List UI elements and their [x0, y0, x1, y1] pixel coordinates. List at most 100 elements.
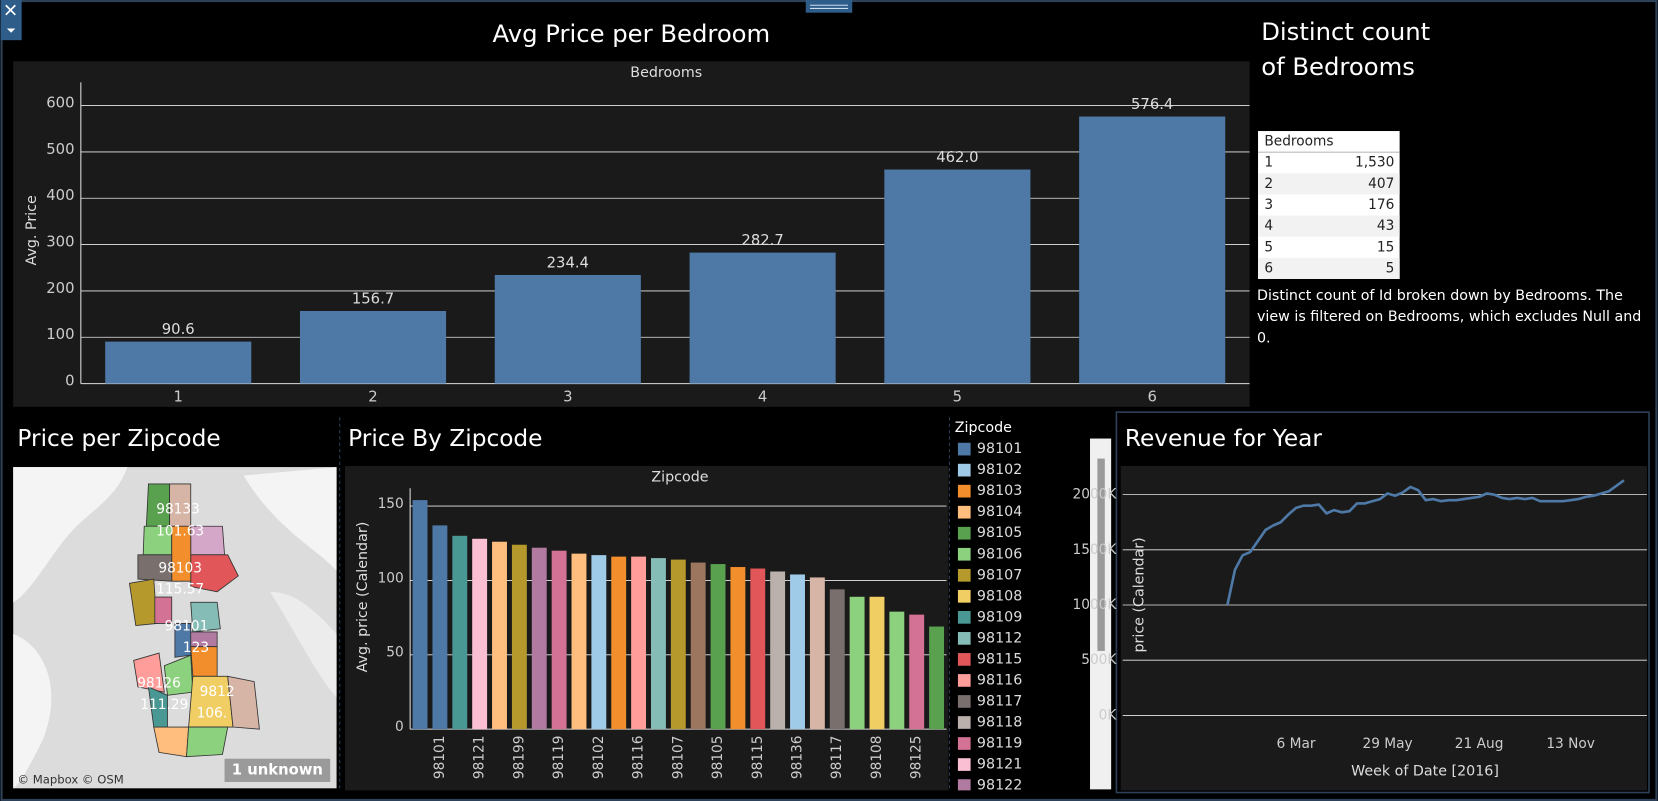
value-label: 234.4 — [547, 254, 589, 271]
value-label: 576.4 — [1131, 96, 1173, 113]
legend-label: 98109 — [977, 609, 1022, 625]
x-tick-label: 6 — [1147, 388, 1156, 405]
map-label: 115.57 — [156, 582, 204, 598]
bar — [809, 577, 825, 730]
x-tick-label: 2 — [368, 388, 377, 405]
bar — [929, 626, 945, 730]
y-tick-label: 600 — [46, 94, 74, 111]
map-label: 9812 — [200, 684, 235, 700]
legend-swatch — [957, 568, 971, 582]
legend-swatch — [957, 589, 971, 603]
y-tick-label: 500K — [1081, 652, 1117, 668]
scrollbar-thumb[interactable] — [1097, 458, 1105, 651]
bar — [432, 525, 448, 730]
map-label: 98126 — [137, 676, 181, 692]
y-axis-title: Avg. Price — [24, 195, 40, 265]
attribution: © Mapbox © OSM — [17, 772, 123, 786]
legend-label: 98119 — [977, 736, 1022, 752]
bar — [631, 556, 647, 730]
zip-region — [153, 726, 190, 758]
value-label: 156.7 — [352, 290, 394, 307]
bar — [551, 550, 567, 730]
legend-swatch — [957, 674, 971, 687]
x-tick-label: 98199 — [511, 735, 527, 779]
legend-swatch — [957, 653, 971, 666]
table-cell: 1,530 — [1355, 155, 1394, 171]
caption-box: Distinct count of Id broken down by Bedr… — [1256, 287, 1642, 347]
zip-region — [133, 652, 165, 693]
x-tick-label: 98119 — [551, 735, 567, 779]
table-row-stripe — [1258, 173, 1400, 195]
legend-label: 98106 — [977, 546, 1022, 562]
legend-label: 98107 — [977, 567, 1022, 583]
y-tick-label: 100 — [378, 570, 404, 586]
y-tick-label: 400 — [46, 187, 74, 204]
x-tick-label: 98116 — [631, 735, 647, 779]
table-background — [1258, 131, 1400, 279]
bar — [790, 574, 805, 730]
unknown-badge[interactable] — [224, 758, 331, 782]
x-tick-label: 6 Mar — [1277, 736, 1316, 752]
zip-region — [147, 686, 168, 728]
legend-label: 98102 — [977, 462, 1022, 478]
bar — [611, 556, 627, 730]
legend-swatch — [957, 547, 971, 561]
bar — [494, 274, 641, 384]
x-tick-label: 29 May — [1362, 736, 1412, 752]
table-cell: 6 — [1264, 260, 1273, 276]
legend-label: 98118 — [977, 714, 1022, 730]
bar — [511, 544, 527, 730]
bar — [670, 559, 686, 730]
bar — [650, 558, 666, 730]
x-tick-label: 3 — [563, 388, 572, 405]
legend-swatch — [957, 632, 971, 645]
map-title: Price per Zipcode — [17, 425, 220, 452]
legend-swatch — [957, 463, 971, 477]
bar — [750, 568, 766, 730]
table-cell: 5 — [1264, 239, 1273, 255]
map-label: 101.63 — [156, 524, 204, 540]
legend-label: 98112 — [977, 630, 1022, 646]
value-label: 282.7 — [741, 232, 783, 249]
unknown-badge-text: 1 unknown — [232, 761, 323, 778]
y-tick-label: 300 — [46, 233, 74, 250]
bar — [710, 564, 726, 730]
drag-handle[interactable] — [805, 0, 853, 13]
close-icon — [5, 4, 16, 16]
legend-swatch — [957, 484, 971, 498]
map-label: 106. — [197, 705, 228, 721]
y-tick-label: 0K — [1099, 707, 1118, 723]
zip-region — [137, 554, 173, 582]
drag-handle-lines — [809, 4, 849, 9]
table-title-box: Distinct count of Bedrooms — [1261, 19, 1430, 81]
bar — [571, 553, 587, 730]
table-cell: 176 — [1368, 197, 1394, 213]
y-tick-label: 1500K — [1073, 542, 1118, 558]
water — [269, 591, 337, 698]
chart-title: Avg Price per Bedroom — [493, 19, 771, 48]
y-tick-label: 0 — [395, 719, 404, 735]
legend-swatch — [957, 779, 971, 791]
bar — [412, 500, 428, 730]
x-tick-label: 13 Nov — [1546, 736, 1595, 752]
bar — [105, 341, 252, 384]
legend-swatch — [957, 716, 971, 729]
y-tick-label: 2000K — [1073, 487, 1118, 503]
chart-title: Revenue for Year — [1125, 425, 1323, 452]
table-cell: 5 — [1386, 260, 1395, 276]
chart-title: Price By Zipcode — [348, 425, 542, 452]
legend-swatch — [957, 695, 971, 708]
x-axis-title: Zipcode — [651, 470, 708, 486]
value-label: 90.6 — [162, 321, 195, 338]
bar — [869, 596, 885, 730]
legend-label: 98103 — [977, 483, 1022, 499]
x-axis-title: Bedrooms — [630, 65, 702, 81]
close-button[interactable] — [0, 0, 22, 41]
legend-label: 98116 — [977, 672, 1022, 688]
legend-label: 98101 — [977, 441, 1022, 457]
x-tick-label: 5 — [953, 388, 962, 405]
bar — [531, 547, 547, 730]
y-axis-title: Avg. price (Calendar) — [355, 522, 371, 673]
table-caption: Distinct count of Id broken down by Bedr… — [1256, 287, 1642, 347]
legend-swatch — [957, 442, 971, 456]
